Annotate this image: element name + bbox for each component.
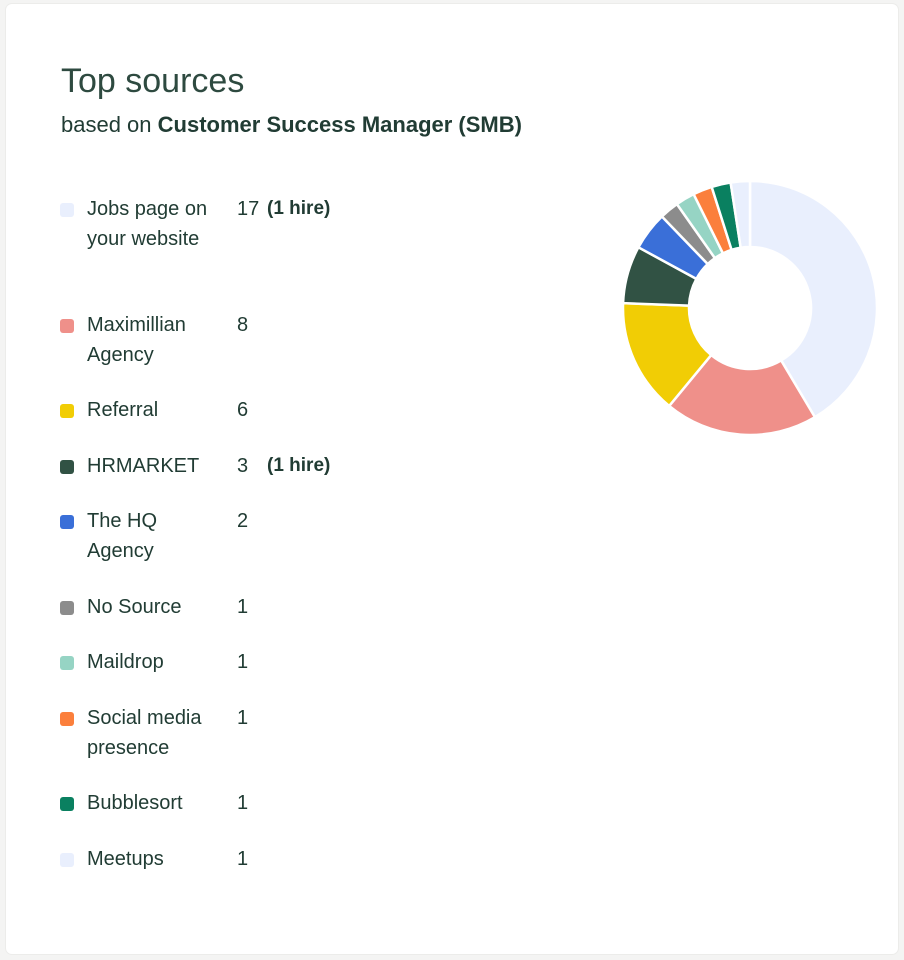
legend-label: Social media presence [87, 707, 202, 759]
legend-label: Jobs page on your website [87, 198, 208, 250]
legend-swatch [60, 853, 74, 867]
legend-item-maildrop: Maildrop 1 [60, 647, 480, 707]
donut-chart [621, 179, 879, 437]
legend-count: 8 [237, 314, 249, 336]
legend-swatch [60, 601, 74, 615]
legend-label: The HQ Agency [87, 510, 158, 562]
card-title: Top sources [61, 62, 245, 100]
legend-swatch [60, 319, 74, 333]
legend-item-meetups: Meetups 1 [60, 844, 480, 904]
legend-label: No Source [87, 596, 182, 618]
legend-item-social-media-presence: Social media presence 1 [60, 703, 480, 763]
subtitle-prefix: based on [61, 112, 158, 137]
legend-item-maximillian-agency: Maximillian Agency 8 [60, 310, 480, 370]
legend-label: Bubblesort [87, 792, 183, 814]
legend-label: Referral [87, 399, 159, 421]
slice-maximillian-agency[interactable] [667, 353, 817, 437]
legend-swatch [60, 515, 74, 529]
legend-swatch [60, 797, 74, 811]
legend-count: 1 [237, 707, 249, 729]
legend-count: 17 [237, 198, 260, 220]
legend-swatch [60, 712, 74, 726]
slice-meetups[interactable] [729, 179, 752, 249]
legend-hire-note: (1 hire) [267, 198, 331, 219]
legend-count: 3 [237, 455, 249, 477]
legend-label: Maildrop [87, 651, 164, 673]
top-sources-card: Top sources based on Customer Success Ma… [6, 4, 898, 954]
legend-item-the-hq-agency: The HQ Agency 2 [60, 506, 480, 566]
legend-item-jobs-page-on-your-website: Jobs page on your website 17 (1 hire) [60, 194, 480, 254]
legend-hire-note: (1 hire) [267, 455, 331, 476]
slice-jobs-page-on-your-website[interactable] [748, 179, 879, 419]
legend-count: 1 [237, 651, 249, 673]
legend-count: 2 [237, 510, 249, 532]
legend-swatch [60, 656, 74, 670]
legend-swatch [60, 404, 74, 418]
subtitle-job-name: Customer Success Manager (SMB) [157, 112, 522, 137]
legend-item-no-source: No Source 1 [60, 592, 480, 652]
legend-count: 1 [237, 596, 249, 618]
card-subtitle: based on Customer Success Manager (SMB) [61, 112, 522, 138]
legend-count: 1 [237, 792, 249, 814]
legend-label: Maximillian Agency [87, 314, 186, 366]
legend-item-referral: Referral 6 [60, 395, 480, 455]
legend-swatch [60, 203, 74, 217]
legend-swatch [60, 460, 74, 474]
legend-item-bubblesort: Bubblesort 1 [60, 788, 480, 848]
legend-count: 6 [237, 399, 249, 421]
legend-count: 1 [237, 848, 249, 870]
legend-label: HRMARKET [87, 455, 200, 477]
legend-item-hrmarket: HRMARKET 3 (1 hire) [60, 451, 480, 511]
legend-label: Meetups [87, 848, 164, 870]
